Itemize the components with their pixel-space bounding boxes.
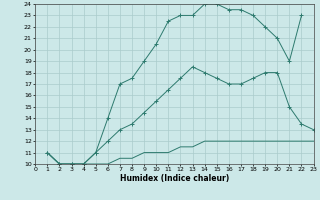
X-axis label: Humidex (Indice chaleur): Humidex (Indice chaleur) bbox=[120, 174, 229, 183]
